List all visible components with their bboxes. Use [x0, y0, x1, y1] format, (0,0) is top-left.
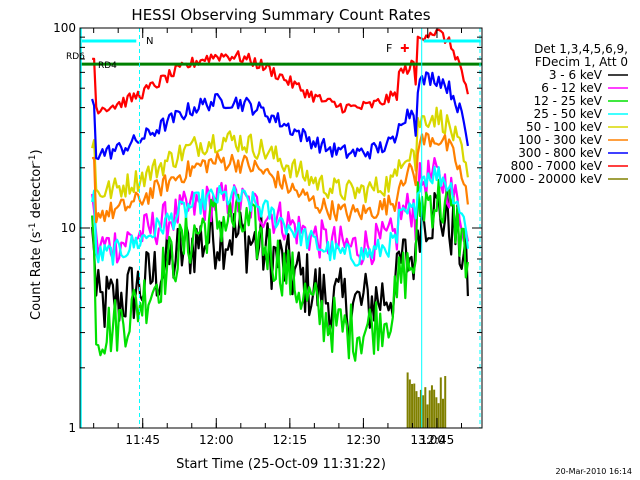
- series-3-6-kev-line: [91, 189, 469, 341]
- series-12-25-kev-line: [91, 178, 469, 362]
- legend-label-7000-20000-kev: 7000 - 20000 keV: [495, 172, 602, 186]
- y-axis-ticks: 1 10 100: [53, 21, 482, 435]
- legend-label-12-25-kev: 12 - 25 keV: [534, 94, 603, 108]
- marker-rd6: RD6: [66, 52, 85, 62]
- overlays: N RD6 RD4 F: [66, 28, 482, 428]
- y-tick-label-1: 1: [68, 421, 76, 435]
- marker-n: N: [146, 36, 153, 47]
- marker-f: F: [386, 42, 392, 55]
- y-axis-label-exp1: -1: [28, 222, 38, 231]
- y-tick-label-10: 10: [61, 221, 76, 235]
- series-50-100-kev-line: [91, 106, 469, 204]
- legend: Det 1,3,4,5,6,9, FDecim 1, Att 0 3 - 6 k…: [495, 42, 628, 186]
- legend-label-6-12-kev: 6 - 12 keV: [541, 81, 603, 95]
- legend-label-3-6-kev: 3 - 6 keV: [549, 68, 603, 82]
- legend-label-300-800-kev: 300 - 800 keV: [518, 146, 602, 160]
- legend-label-25-50-kev: 25 - 50 keV: [534, 107, 603, 121]
- x-tick-label-1215: 12:15: [273, 433, 308, 447]
- x-tick-label-1230: 12:30: [346, 433, 381, 447]
- y-axis-label-exp2: -1: [28, 154, 38, 163]
- series-100-300-kev-line: [92, 132, 469, 224]
- marker-rd4: RD4: [98, 61, 117, 71]
- x-tick-label-1200: 12:00: [199, 433, 234, 447]
- y-axis-label-prefix: Count Rate (s: [29, 231, 44, 320]
- series-300-800-kev-line: [91, 71, 469, 161]
- chart-title: HESSI Observing Summary Count Rates: [131, 6, 430, 24]
- series-25-50-kev-line: [91, 165, 469, 267]
- legend-label-100-300-kev: 100 - 300 keV: [518, 133, 602, 147]
- series-800-7000-kev-line: [92, 28, 469, 115]
- x-tick-label-1145: 11:45: [125, 433, 160, 447]
- plot-area: [91, 28, 469, 428]
- legend-header-line2: FDecim 1, Att 0: [535, 55, 628, 69]
- legend-header-line1: Det 1,3,4,5,6,9,: [534, 42, 628, 56]
- y-axis-label: Count Rate (s-1 detector-1): [28, 149, 44, 320]
- legend-label-800-7000-kev: 800 - 7000 keV: [511, 159, 603, 173]
- y-tick-label-100: 100: [53, 21, 76, 35]
- x-axis-label: Start Time (25-Oct-09 11:31:22): [176, 457, 386, 472]
- x-tick-label-1245: 12:45: [420, 433, 455, 447]
- y-axis-label-suffix: ): [29, 149, 44, 154]
- y-axis-label-mid: detector: [29, 163, 44, 223]
- timestamp: 20-Mar-2010 16:14: [556, 467, 633, 476]
- legend-label-50-100-kev: 50 - 100 keV: [526, 120, 603, 134]
- x-tick-label-1300: 13:00: [410, 433, 445, 447]
